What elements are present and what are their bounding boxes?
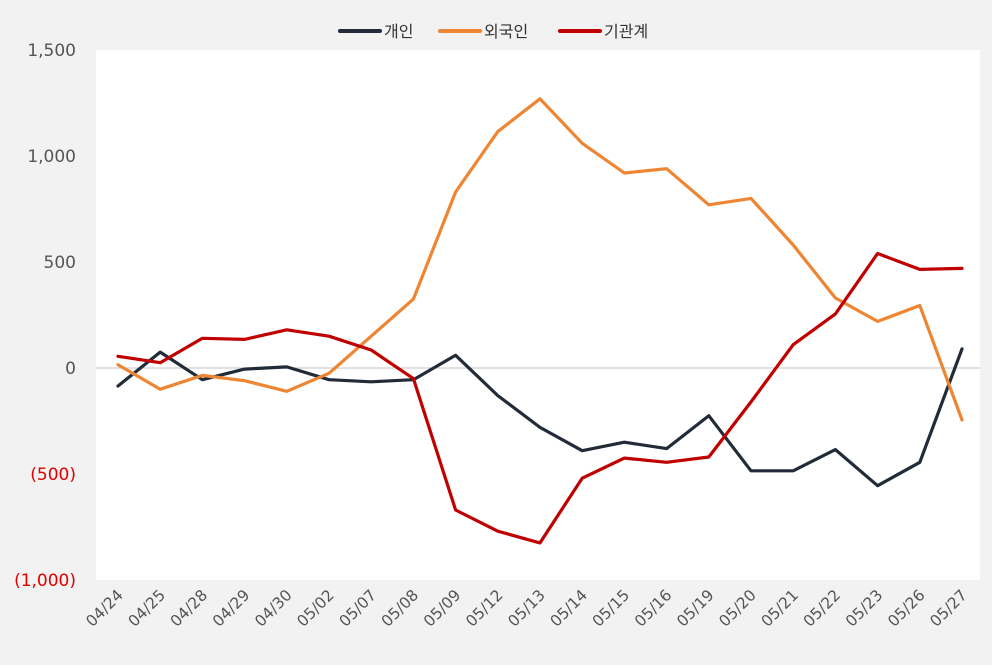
legend-item-individual: 개인	[338, 22, 413, 41]
x-tick-label: 05/22	[800, 586, 844, 630]
y-tick-label: (500)	[30, 465, 76, 485]
x-tick-label: 04/24	[83, 586, 127, 630]
x-tick-label: 05/21	[758, 586, 802, 630]
series-line-individual	[116, 347, 964, 488]
x-tick-label: 05/12	[462, 586, 506, 630]
x-tick-label: 05/14	[547, 586, 591, 630]
y-tick-label: 1,000	[27, 147, 76, 167]
x-tick-label: 05/20	[716, 586, 760, 630]
x-tick-label: 05/09	[420, 586, 464, 630]
series-line-foreign	[116, 97, 964, 422]
x-tick-label: 05/19	[673, 586, 717, 630]
x-tick-label: 05/13	[505, 586, 549, 630]
x-tick-label: 05/23	[842, 586, 886, 630]
y-tick-label: 500	[44, 253, 76, 273]
legend: 개인 외국인 기관계	[338, 22, 648, 41]
legend-item-institution: 기관계	[558, 22, 648, 41]
x-tick-label: 05/27	[927, 586, 971, 630]
legend-label-institution: 기관계	[604, 22, 648, 41]
legend-item-foreign: 외국인	[438, 22, 528, 41]
x-tick-label: 05/02	[294, 586, 338, 630]
x-tick-label: 05/08	[378, 586, 422, 630]
series-line-institution	[116, 251, 964, 545]
x-tick-label: 05/26	[884, 586, 928, 630]
x-tick-label: 04/29	[209, 586, 253, 630]
legend-label-individual: 개인	[384, 22, 413, 41]
x-tick-label: 04/25	[125, 586, 169, 630]
x-axis: 04/2404/2504/2804/2904/3005/0205/0705/08…	[83, 586, 971, 630]
x-tick-label: 04/30	[251, 586, 295, 630]
y-tick-label: 1,500	[27, 41, 76, 61]
y-axis: 1,500 1,000 500 0 (500) (1,000)	[14, 41, 76, 591]
y-tick-label: (1,000)	[14, 571, 76, 591]
series-lines	[116, 97, 964, 545]
x-tick-label: 05/07	[336, 586, 380, 630]
legend-label-foreign: 외국인	[484, 22, 528, 41]
x-tick-label: 05/16	[631, 586, 675, 630]
y-tick-label: 0	[65, 359, 76, 379]
x-tick-label: 05/15	[589, 586, 633, 630]
plot-area	[96, 50, 980, 580]
x-tick-label: 04/28	[167, 586, 211, 630]
